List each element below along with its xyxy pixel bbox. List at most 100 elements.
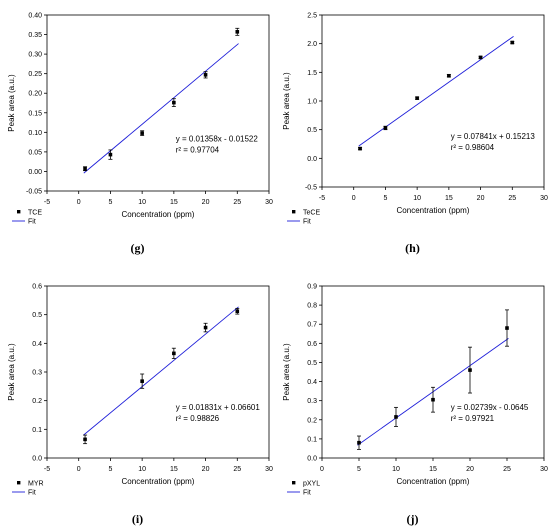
data-point [83, 166, 87, 171]
data-point [203, 325, 208, 330]
y-tick-label: 0.2 [307, 417, 317, 424]
x-tick-label: 10 [138, 466, 146, 473]
y-tick-label: 1.5 [307, 70, 317, 77]
data-point [235, 30, 240, 34]
x-tick-label: 15 [429, 466, 437, 473]
fit-equation: y = 0.01358x - 0.01522 [176, 135, 259, 144]
chart-panel-h: -5 0 5 10 15 20 25 30 -0.5 0.0 0.5 1.0 1.5 2.0 2.5 Conc… [275, 0, 550, 266]
x-tick-label: 10 [392, 466, 400, 473]
data-point [140, 131, 144, 135]
data-point [383, 126, 388, 130]
y-tick-label: 0.4 [32, 341, 42, 348]
x-tick-label: 5 [383, 195, 387, 202]
legend-label-fit: Fit [303, 490, 311, 497]
chart-svg-i: -5 0 5 10 15 20 25 30 0.0 0.1 0.2 0.3 0.4 0.5 0.6 Conce… [7, 284, 273, 497]
y-tick-label: -0.5 [305, 185, 317, 192]
x-tick-label: 25 [233, 199, 241, 206]
x-tick-label: 20 [202, 199, 210, 206]
chart-svg-h: -5 0 5 10 15 20 25 30 -0.5 0.0 0.5 1.0 1.5 2.0 2.5 Conc… [282, 13, 548, 226]
x-axis-title: Concentration (ppm) [122, 477, 195, 486]
x-axis-title: Concentration (ppm) [397, 206, 470, 215]
legend-label-fit: Fit [28, 219, 36, 226]
chart-svg-j: 0 5 10 15 20 25 30 0.0 0.1 0.2 0.3 0.4 0.5 0.6 0.7 0.8 0… [282, 284, 548, 497]
legend-marker [17, 210, 21, 214]
y-axis-title: Peak area (a.u.) [7, 74, 16, 132]
x-tick-label: 10 [138, 199, 146, 206]
x-tick-label: 15 [170, 466, 178, 473]
x-tick-label: 30 [265, 199, 273, 206]
y-tick-label: 0.1 [307, 436, 317, 443]
x-tick-label: 15 [170, 199, 178, 206]
y-tick-label: 0.5 [32, 312, 42, 319]
legend-marker [292, 481, 296, 485]
y-tick-label: 0.4 [307, 379, 317, 386]
legend-marker [292, 210, 296, 214]
x-tick-label: 10 [413, 195, 421, 202]
data-point [478, 55, 483, 60]
fit-r-squared: r² = 0.98826 [176, 414, 220, 423]
x-tick-label: 0 [352, 195, 356, 202]
x-tick-label: 30 [265, 466, 273, 473]
panel-label-h: (h) [405, 241, 420, 255]
x-tick-label: 25 [503, 466, 511, 473]
y-tick-label: 0.15 [28, 110, 42, 117]
y-tick-label: 0.5 [307, 360, 317, 367]
legend-label-series: pXYL [303, 481, 320, 488]
data-point [505, 326, 509, 330]
panel-label-i: (i) [131, 512, 144, 526]
x-tick-label: -5 [44, 199, 50, 206]
y-tick-label: 0.3 [307, 398, 317, 405]
x-axis-title: Concentration (ppm) [397, 477, 470, 486]
plot-frame [321, 285, 545, 459]
data-point [468, 368, 472, 372]
y-tick-label: 0.6 [32, 284, 42, 291]
fit-line [83, 306, 239, 436]
panel-label-j: (j) [406, 512, 419, 526]
chart-panel-j: 0 5 10 15 20 25 30 0.0 0.1 0.2 0.3 0.4 0.5 0.6 0.7 0.8 0… [275, 266, 550, 532]
data-point [357, 440, 361, 445]
x-tick-label: 0 [77, 466, 81, 473]
fit-line [83, 43, 239, 174]
y-axis-title: Peak area (a.u.) [282, 72, 291, 130]
y-tick-label: 0.00 [28, 169, 42, 176]
y-tick-label: 0.20 [28, 91, 42, 98]
y-tick-label: 0.30 [28, 52, 42, 59]
y-tick-label: 0.9 [307, 284, 317, 291]
y-tick-label: 0.05 [28, 149, 42, 156]
data-point [510, 40, 515, 45]
fit-equation: y = 0.01831x + 0.06601 [176, 403, 261, 412]
legend-label-series: MYR [28, 481, 44, 488]
chart-panel-i: -5 0 5 10 15 20 25 30 0.0 0.1 0.2 0.3 0.4 0.5 0.6 Conce… [0, 266, 275, 532]
y-tick-label: 0.6 [307, 341, 317, 348]
legend-label-fit: Fit [303, 219, 311, 226]
data-point [415, 96, 419, 100]
y-tick-label: 0.2 [32, 398, 42, 405]
fit-equation: y = 0.07841x + 0.15213 [451, 132, 536, 141]
y-tick-label: -0.05 [26, 189, 42, 196]
chart-panel-g: -5 0 5 10 15 20 25 30 -0.05 0.00 0.05 0.10 0.15 0.20 0… [0, 0, 275, 266]
fit-r-squared: r² = 0.97921 [451, 414, 495, 423]
y-tick-label: 0.3 [32, 370, 42, 377]
fit-r-squared: r² = 0.97704 [176, 146, 220, 155]
data-point [203, 73, 208, 77]
data-point [140, 379, 144, 383]
x-tick-label: 0 [320, 466, 324, 473]
y-tick-label: 0.10 [28, 130, 42, 137]
data-point [172, 351, 176, 356]
legend-label-series: TCE [28, 210, 42, 217]
y-axis-title: Peak area (a.u.) [7, 343, 16, 401]
fit-equation: y = 0.02739x - 0.0645 [451, 403, 529, 412]
x-tick-label: 0 [77, 199, 81, 206]
panel-label-g: (g) [130, 241, 145, 255]
y-tick-label: 0.0 [307, 456, 317, 463]
fit-r-squared: r² = 0.98604 [451, 143, 495, 152]
x-tick-label: 25 [233, 466, 241, 473]
data-point [394, 415, 398, 419]
x-axis-title: Concentration (ppm) [122, 210, 195, 219]
data-point [235, 309, 240, 314]
y-tick-label: 0.25 [28, 71, 42, 78]
legend-marker [17, 481, 21, 485]
x-tick-label: 20 [477, 195, 485, 202]
y-axis-title: Peak area (a.u.) [282, 343, 291, 401]
plot-frame [46, 14, 270, 192]
